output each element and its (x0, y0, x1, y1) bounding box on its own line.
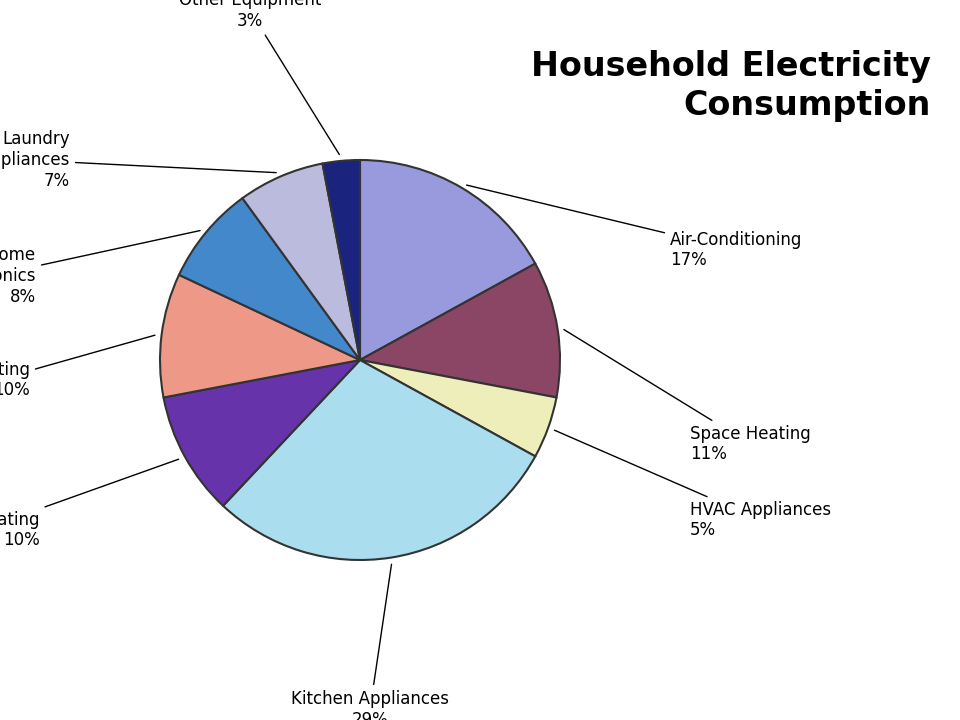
Wedge shape (360, 160, 536, 360)
Text: Air-Conditioning
17%: Air-Conditioning 17% (467, 185, 803, 269)
Text: Kitchen Appliances
29%: Kitchen Appliances 29% (291, 564, 449, 720)
Text: Water Heating
10%: Water Heating 10% (0, 459, 179, 549)
Wedge shape (163, 360, 360, 505)
Text: Lighting
10%: Lighting 10% (0, 336, 155, 400)
Wedge shape (323, 160, 360, 360)
Wedge shape (160, 275, 360, 397)
Text: HVAC Appliances
5%: HVAC Appliances 5% (555, 431, 831, 539)
Text: Household Electricity
Consumption: Household Electricity Consumption (531, 50, 931, 122)
Wedge shape (179, 198, 360, 360)
Wedge shape (360, 264, 560, 397)
Text: Home
Electronics
8%: Home Electronics 8% (0, 230, 200, 306)
Wedge shape (223, 360, 536, 560)
Text: Laundry
Appliances
7%: Laundry Appliances 7% (0, 130, 276, 190)
Text: Space Heating
11%: Space Heating 11% (564, 330, 811, 464)
Text: Other Equipment
3%: Other Equipment 3% (179, 0, 339, 155)
Wedge shape (360, 360, 557, 456)
Wedge shape (243, 163, 360, 360)
